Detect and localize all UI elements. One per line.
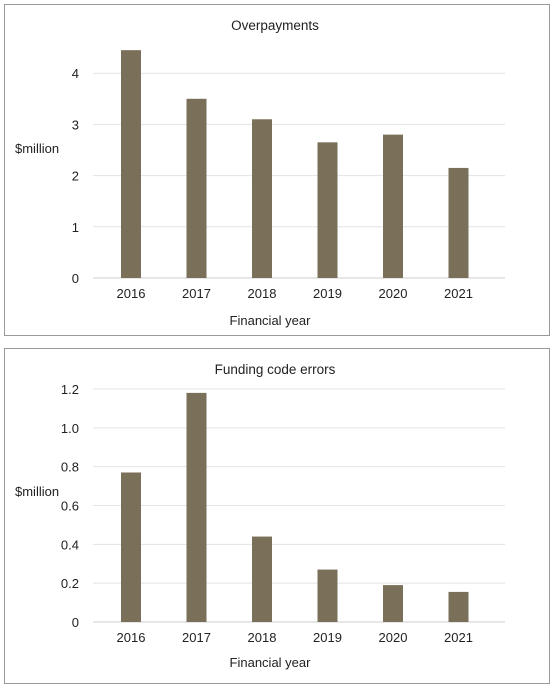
x-tick-label: 2018: [248, 286, 277, 301]
x-tick-label: 2017: [182, 630, 211, 645]
x-tick-label: 2016: [117, 286, 146, 301]
bar-2019: [317, 142, 338, 278]
y-tick-label: 0: [72, 615, 79, 630]
chart-title: Overpayments: [231, 18, 319, 33]
y-axis-label: $million: [15, 141, 59, 156]
gridlines: [93, 388, 505, 623]
funding-code-errors-chart-panel: Funding code errors $million Financial y…: [4, 348, 550, 684]
y-axis-label: $million: [15, 484, 59, 499]
y-tick-labels: 0 0.2 0.4 0.6 0.8 1.0 1.2: [61, 382, 79, 630]
bar-2020: [383, 585, 403, 622]
y-tick-label: 0.8: [61, 460, 79, 475]
bar-2021: [448, 167, 469, 278]
y-tick-label: 0.4: [61, 537, 79, 552]
bar-2016: [121, 50, 141, 278]
overpayments-chart: Overpayments $million Financial year 0 1 2…: [15, 18, 505, 328]
funding-code-errors-chart: Funding code errors $million Financial y…: [15, 362, 505, 670]
x-tick-label: 2019: [313, 286, 342, 301]
x-tick-label: 2017: [182, 286, 211, 301]
x-tick-label: 2020: [379, 630, 408, 645]
y-tick-label: 0.6: [61, 499, 79, 514]
x-tick-labels: 2016 2017 2018 2019 2020 2021: [117, 630, 473, 645]
bar-2018: [252, 119, 272, 278]
x-axis-label: Financial year: [230, 655, 312, 670]
bars: [121, 392, 469, 622]
x-tick-labels: 2016 2017 2018 2019 2020 2021: [117, 286, 473, 301]
gridlines: [93, 72, 505, 279]
x-tick-label: 2018: [248, 630, 277, 645]
chart-title: Funding code errors: [215, 362, 336, 377]
y-tick-label: 1.0: [61, 421, 79, 436]
bar-2017: [186, 392, 207, 622]
y-tick-label: 1.2: [61, 382, 79, 397]
overpayments-chart-panel: Overpayments $million Financial year 0 1 2…: [4, 4, 550, 336]
bar-2021: [448, 591, 469, 622]
x-tick-label: 2021: [444, 286, 473, 301]
y-tick-label: 4: [72, 66, 79, 81]
bar-2016: [121, 472, 141, 622]
bar-2020: [383, 134, 403, 278]
bars: [121, 50, 469, 278]
x-tick-label: 2016: [117, 630, 146, 645]
y-tick-label: 0.2: [61, 576, 79, 591]
y-tick-label: 2: [72, 169, 79, 184]
bar-2018: [252, 536, 272, 622]
bar-2019: [317, 569, 338, 622]
x-tick-label: 2020: [379, 286, 408, 301]
bar-2017: [186, 98, 207, 278]
y-tick-label: 0: [72, 271, 79, 286]
x-tick-label: 2021: [444, 630, 473, 645]
y-tick-labels: 0 1 2 3 4: [72, 66, 79, 286]
y-tick-label: 1: [72, 220, 79, 235]
x-axis-label: Financial year: [230, 313, 312, 328]
x-tick-label: 2019: [313, 630, 342, 645]
y-tick-label: 3: [72, 117, 79, 132]
